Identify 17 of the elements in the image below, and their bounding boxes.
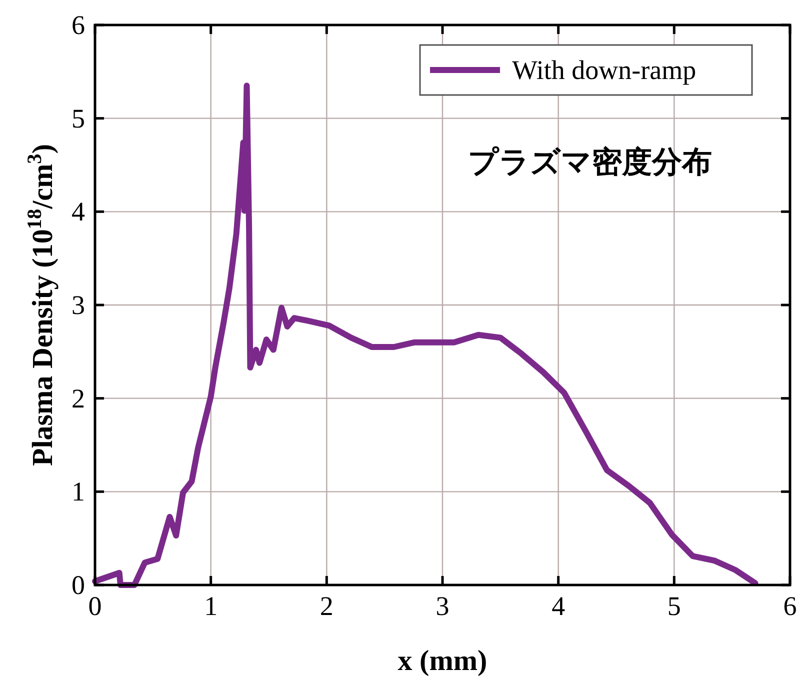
legend-label: With down-ramp xyxy=(512,55,696,85)
x-axis-title: x (mm) xyxy=(398,645,488,677)
y-tick-label: 6 xyxy=(72,10,85,40)
annotation: プラズマ密度分布 xyxy=(468,145,712,180)
y-tick-label: 2 xyxy=(72,383,85,414)
x-tick-label: 5 xyxy=(667,591,681,621)
x-tick-label: 6 xyxy=(783,591,797,621)
y-tick-label: 5 xyxy=(72,103,85,134)
x-tick-label: 2 xyxy=(320,591,334,621)
legend: With down-ramp xyxy=(419,44,753,96)
y-tick-label: 4 xyxy=(72,196,86,227)
x-tick-label: 3 xyxy=(436,591,450,621)
x-tick-label: 1 xyxy=(204,591,218,621)
y-tick-label: 3 xyxy=(72,290,85,320)
y-tick-label: 0 xyxy=(72,570,85,600)
x-tick-label: 4 xyxy=(552,591,566,621)
y-tick-label: 1 xyxy=(72,476,85,507)
